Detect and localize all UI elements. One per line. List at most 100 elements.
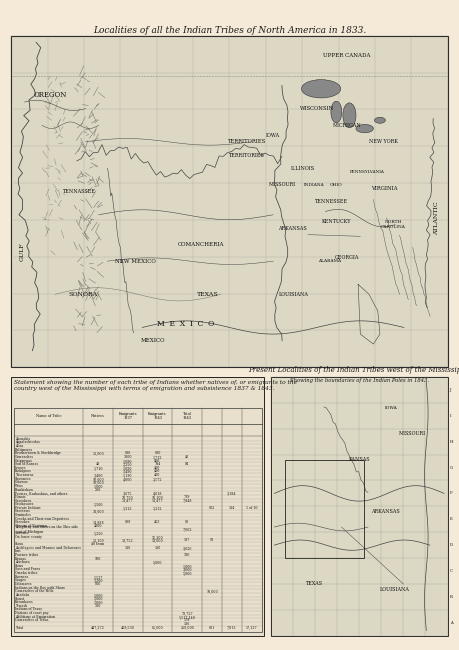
- Text: 31,000: 31,000: [92, 510, 104, 514]
- Text: KENTUCKY: KENTUCKY: [322, 219, 351, 224]
- Text: Showing the boundaries of the Indian Poles in 1843.: Showing the boundaries of the Indian Pol…: [290, 378, 429, 383]
- Text: Auchlapees and Munsee and Delawares: Auchlapees and Munsee and Delawares: [15, 546, 81, 550]
- Text: Present Localities of the Indian Tribes west of the Mississippi.: Present Localities of the Indian Tribes …: [248, 366, 459, 374]
- Text: Abenakis: Abenakis: [15, 437, 30, 441]
- Text: 3,184: 3,184: [227, 491, 237, 495]
- Text: 400: 400: [154, 469, 161, 473]
- Text: ARKANSAS: ARKANSAS: [371, 509, 400, 514]
- Text: 800: 800: [124, 451, 131, 456]
- Text: 80: 80: [185, 520, 190, 525]
- Text: 2,250: 2,250: [123, 462, 133, 466]
- Text: Ottawas: Ottawas: [15, 480, 29, 484]
- Text: Private Indians: Private Indians: [15, 506, 41, 510]
- Text: 3000: 3000: [123, 455, 132, 459]
- Text: 1,712: 1,712: [153, 455, 162, 459]
- Text: 400: 400: [154, 466, 161, 470]
- Text: TENNASSEE: TENNASSEE: [62, 189, 95, 194]
- Text: Illinois: Illinois: [15, 495, 27, 499]
- Text: 7,013: 7,013: [227, 625, 237, 630]
- Text: Arichara: Arichara: [15, 560, 30, 564]
- Text: 90: 90: [210, 538, 214, 543]
- Text: Chippewas: Chippewas: [15, 459, 33, 463]
- Text: 3,626: 3,626: [183, 546, 192, 550]
- Ellipse shape: [343, 103, 356, 128]
- Text: 7,848: 7,848: [183, 499, 192, 502]
- Text: Indians on the Bay with Shore: Indians on the Bay with Shore: [15, 586, 65, 590]
- Text: 1,710: 1,710: [93, 466, 103, 470]
- Ellipse shape: [302, 80, 341, 98]
- Text: Camanches of the Hills: Camanches of the Hills: [15, 590, 54, 593]
- Text: Sioux: Sioux: [15, 564, 24, 568]
- Text: Alias: Alias: [15, 444, 23, 448]
- Text: 136: 136: [124, 546, 131, 550]
- Text: 17,127: 17,127: [246, 625, 257, 630]
- Text: D: D: [450, 543, 453, 547]
- Text: Sioust: Sioust: [15, 597, 25, 601]
- Text: 1,517,140: 1,517,140: [179, 615, 196, 619]
- Text: Anadabs: Anadabs: [15, 593, 29, 597]
- Text: 400: 400: [154, 473, 161, 477]
- Text: 136: 136: [184, 622, 190, 626]
- Text: 179: 179: [184, 618, 190, 622]
- Text: ALABAMA: ALABAMA: [318, 259, 341, 263]
- Text: 400: 400: [154, 459, 161, 463]
- Text: Karankaws: Karankaws: [15, 600, 34, 604]
- Text: 5,000: 5,000: [153, 560, 162, 564]
- Text: C: C: [450, 569, 453, 573]
- Text: Ioways: Ioways: [15, 466, 27, 470]
- Text: INDIANA: INDIANA: [304, 183, 325, 187]
- Text: Stream of Boatmen: Stream of Boatmen: [15, 524, 47, 528]
- Text: Cherokee: Cherokee: [15, 520, 31, 525]
- Text: 1,000: 1,000: [93, 600, 103, 604]
- Text: 2,572: 2,572: [153, 476, 162, 481]
- Text: 1,000: 1,000: [93, 484, 103, 488]
- Text: NEW YORK: NEW YORK: [369, 139, 398, 144]
- Text: 250,000: 250,000: [180, 625, 194, 630]
- Text: GEORGIA: GEORGIA: [335, 255, 359, 261]
- Text: 4000: 4000: [94, 524, 102, 528]
- Text: 719: 719: [184, 495, 190, 499]
- Text: TERRITORIES: TERRITORIES: [228, 139, 266, 144]
- Text: 429,530: 429,530: [121, 625, 134, 630]
- Text: 13,000: 13,000: [152, 538, 163, 543]
- Text: ATLANTIC: ATLANTIC: [434, 202, 439, 235]
- Text: ILLINOIS: ILLINOIS: [291, 166, 315, 171]
- Text: 1,312: 1,312: [123, 506, 133, 510]
- Text: 3,675: 3,675: [123, 491, 133, 495]
- Text: 387: 387: [184, 538, 190, 543]
- Text: 14,888: 14,888: [92, 520, 104, 525]
- Text: TEXAS: TEXAS: [197, 292, 218, 297]
- Text: Son of Kansas: Son of Kansas: [15, 462, 38, 466]
- Text: 12,150: 12,150: [92, 538, 104, 543]
- Text: Camanches of Texas: Camanches of Texas: [15, 618, 49, 622]
- Text: Statement showing the number of each tribe of Indians whether natives of, or emi: Statement showing the number of each tri…: [14, 380, 297, 391]
- Text: 3,400: 3,400: [93, 473, 103, 477]
- Text: 73,727: 73,727: [181, 611, 193, 615]
- Text: 134: 134: [229, 506, 235, 510]
- Ellipse shape: [356, 124, 374, 133]
- Text: MISSOURI: MISSOURI: [268, 183, 296, 187]
- Text: 1,130: 1,130: [123, 473, 133, 477]
- Text: KANSAS: KANSAS: [348, 458, 370, 462]
- Text: Total: Total: [15, 625, 23, 630]
- Text: 13,752: 13,752: [122, 538, 134, 543]
- Text: Sacs and Foxes: Sacs and Foxes: [15, 567, 40, 571]
- Text: Localities of all the Indian Tribes of North America in 1833.: Localities of all the Indian Tribes of N…: [93, 26, 366, 35]
- Bar: [11, 36, 448, 367]
- Text: Omaha tribes: Omaha tribes: [15, 571, 38, 575]
- Text: GULF: GULF: [20, 242, 25, 261]
- Text: 1 of 10: 1 of 10: [246, 506, 257, 510]
- Text: 10,750: 10,750: [122, 495, 134, 499]
- Text: IOWA: IOWA: [385, 406, 397, 410]
- Text: 84: 84: [185, 462, 190, 466]
- Text: 65,000: 65,000: [152, 625, 163, 630]
- Text: OHIO: OHIO: [330, 183, 343, 187]
- Text: MISSOURI: MISSOURI: [398, 432, 426, 436]
- Text: 5,000: 5,000: [93, 597, 103, 601]
- Text: ARKANSAS: ARKANSAS: [278, 226, 307, 231]
- Text: 820: 820: [95, 582, 101, 586]
- Text: 4,618: 4,618: [153, 491, 162, 495]
- Text: E: E: [450, 517, 453, 521]
- Text: 5,000: 5,000: [183, 571, 192, 575]
- Text: MICHIGAN: MICHIGAN: [333, 123, 362, 128]
